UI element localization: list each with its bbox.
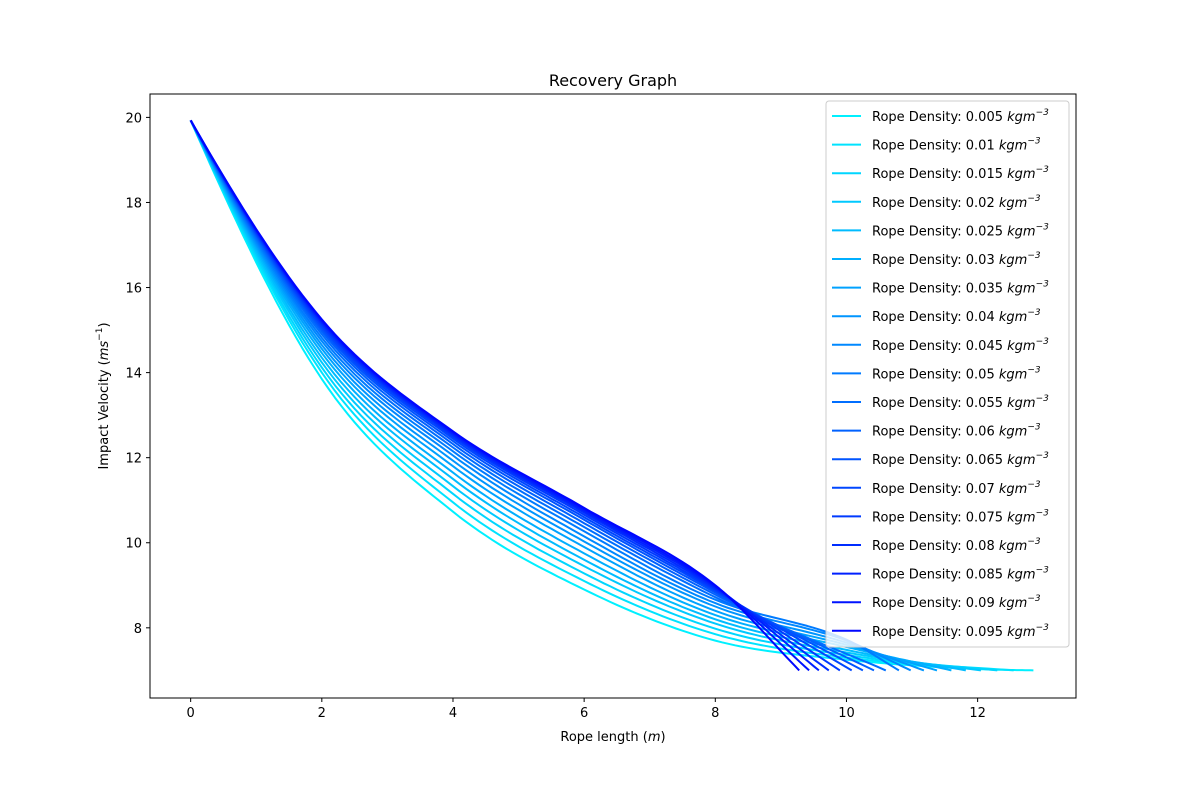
- y-axis-label: Impact Velocity (ms−1): [95, 322, 112, 469]
- y-tick-label: 14: [125, 367, 142, 382]
- legend-label: Rope Density: 0.08 kgm−3: [872, 537, 1041, 554]
- x-tick-label: 8: [711, 706, 719, 721]
- series-line-0.095: [189, 119, 800, 672]
- x-tick-label: 4: [449, 706, 457, 721]
- legend-label: Rope Density: 0.055 kgm−3: [872, 394, 1049, 411]
- y-tick-label: 16: [125, 282, 142, 297]
- y-tick-label: 18: [125, 196, 142, 211]
- legend-label: Rope Density: 0.035 kgm−3: [872, 280, 1049, 297]
- x-tick-label: 6: [580, 706, 588, 721]
- legend-label: Rope Density: 0.07 kgm−3: [872, 480, 1041, 497]
- chart-title: Recovery Graph: [549, 71, 677, 90]
- series-line-0.025: [189, 119, 966, 672]
- legend: Rope Density: 0.005 kgm−3 Rope Density: 0…: [825, 100, 1070, 648]
- legend-label: Rope Density: 0.085 kgm−3: [872, 566, 1049, 583]
- legend-label: Rope Density: 0.05 kgm−3: [872, 365, 1041, 382]
- legend-label: Rope Density: 0.03 kgm−3: [872, 251, 1041, 268]
- series-line-0.02: [189, 119, 982, 672]
- x-axis: 0 2 4 6 8 10 12: [187, 698, 986, 721]
- axes-frame: [149, 93, 1077, 699]
- y-tick-label: 20: [125, 111, 142, 126]
- legend-label: Rope Density: 0.005 kgm−3: [872, 108, 1049, 125]
- plot-area: [149, 93, 1077, 699]
- series-line-0.015: [189, 119, 998, 672]
- x-tick-label: 10: [838, 706, 855, 721]
- legend-label: Rope Density: 0.06 kgm−3: [872, 423, 1041, 440]
- y-axis: 8 10 12 14 16 18 20: [125, 111, 150, 637]
- legend-label: Rope Density: 0.065 kgm−3: [872, 451, 1049, 468]
- legend-label: Rope Density: 0.04 kgm−3: [872, 308, 1041, 325]
- legend-label: Rope Density: 0.025 kgm−3: [872, 222, 1049, 239]
- legend-frame: [825, 100, 1070, 648]
- legend-label: Rope Density: 0.01 kgm−3: [872, 137, 1041, 154]
- x-axis-label: Rope length (m): [560, 730, 665, 745]
- legend-label: Rope Density: 0.02 kgm−3: [872, 194, 1041, 211]
- legend-label: Rope Density: 0.075 kgm−3: [872, 508, 1049, 525]
- y-tick-label: 10: [125, 537, 142, 552]
- x-tick-label: 0: [187, 706, 195, 721]
- x-tick-label: 12: [969, 706, 986, 721]
- x-tick-label: 2: [318, 706, 326, 721]
- legend-label: Rope Density: 0.095 kgm−3: [872, 623, 1049, 640]
- legend-label: Rope Density: 0.045 kgm−3: [872, 337, 1049, 354]
- y-tick-label: 8: [134, 622, 142, 637]
- y-tick-label: 12: [125, 452, 142, 467]
- legend-label: Rope Density: 0.09 kgm−3: [872, 594, 1041, 611]
- legend-label: Rope Density: 0.015 kgm−3: [872, 165, 1049, 182]
